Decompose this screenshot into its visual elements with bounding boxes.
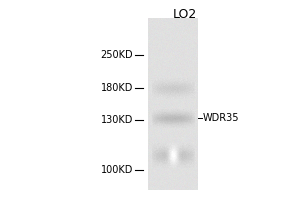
Text: WDR35: WDR35	[203, 113, 239, 123]
Text: 100KD: 100KD	[100, 165, 133, 175]
Text: LO2: LO2	[172, 8, 197, 21]
Text: 130KD: 130KD	[100, 115, 133, 125]
Text: 180KD: 180KD	[100, 83, 133, 93]
Text: 250KD: 250KD	[100, 50, 133, 60]
